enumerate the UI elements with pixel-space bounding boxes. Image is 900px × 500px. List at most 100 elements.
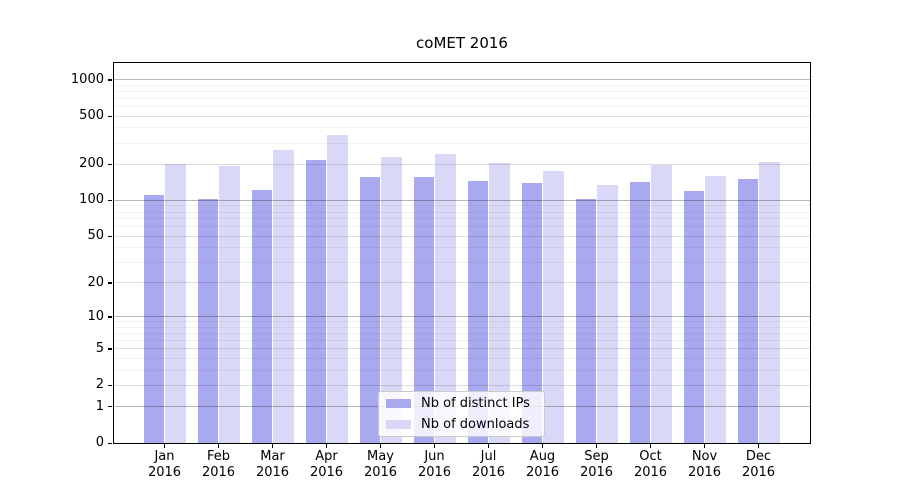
x-tick-feb-2016 bbox=[218, 444, 220, 448]
gridline-200 bbox=[114, 163, 810, 165]
gridline-600 bbox=[114, 106, 810, 108]
gridline-30 bbox=[114, 262, 810, 264]
gridline-300 bbox=[114, 142, 810, 144]
bar-nb-of-downloads-apr-2016 bbox=[327, 135, 348, 443]
gridline-9 bbox=[114, 321, 810, 323]
y-tick-5 bbox=[108, 348, 112, 350]
gridline-5 bbox=[114, 348, 810, 350]
x-label-line: Nov bbox=[691, 449, 718, 464]
x-label-line: Dec bbox=[745, 449, 772, 464]
legend-item-distinct-ips: Nb of distinct IPs bbox=[386, 396, 544, 412]
gridline-900 bbox=[114, 84, 810, 86]
gridline-40 bbox=[114, 247, 810, 249]
y-label-2: 2 bbox=[95, 377, 104, 393]
x-tick-jan-2016 bbox=[164, 444, 166, 448]
gridline-100 bbox=[114, 199, 810, 201]
x-label-line: Mar bbox=[260, 449, 285, 464]
bar-nb-of-distinct-ips-oct-2016 bbox=[629, 182, 650, 443]
y-tick-2 bbox=[108, 384, 112, 386]
y-tick-50 bbox=[108, 235, 112, 238]
y-tick-1 bbox=[108, 406, 112, 408]
x-label-line: 2016 bbox=[363, 465, 398, 480]
gridline-80 bbox=[114, 211, 810, 213]
bar-nb-of-downloads-mar-2016 bbox=[273, 149, 294, 443]
bar-nb-of-distinct-ips-jan-2016 bbox=[143, 195, 164, 443]
bar-nb-of-downloads-dec-2016 bbox=[759, 162, 780, 443]
x-label-mar-2016: Mar 2016 bbox=[245, 449, 301, 481]
bar-nb-of-downloads-jul-2016 bbox=[489, 162, 510, 443]
x-tick-mar-2016 bbox=[272, 444, 274, 448]
bar-nb-of-downloads-jan-2016 bbox=[165, 164, 186, 443]
bar-nb-of-downloads-oct-2016 bbox=[651, 164, 672, 443]
x-tick-apr-2016 bbox=[326, 444, 328, 448]
bar-nb-of-distinct-ips-apr-2016 bbox=[305, 160, 326, 443]
x-tick-oct-2016 bbox=[650, 444, 652, 448]
x-tick-jul-2016 bbox=[488, 444, 490, 448]
bar-nb-of-distinct-ips-jul-2016 bbox=[467, 181, 488, 443]
x-tick-dec-2016 bbox=[758, 444, 760, 448]
legend-item-downloads: Nb of downloads bbox=[386, 417, 544, 433]
y-label-100: 100 bbox=[79, 192, 104, 208]
x-label-sep-2016: Sep 2016 bbox=[569, 449, 625, 481]
bar-nb-of-downloads-feb-2016 bbox=[219, 165, 240, 443]
x-label-nov-2016: Nov 2016 bbox=[677, 449, 733, 481]
gridline-800 bbox=[114, 91, 810, 93]
bar-nb-of-downloads-aug-2016 bbox=[543, 170, 564, 443]
gridline-700 bbox=[114, 98, 810, 100]
chart-title: coMET 2016 bbox=[416, 34, 508, 52]
gridline-90 bbox=[114, 205, 810, 207]
gridline-500 bbox=[114, 115, 810, 117]
x-label-oct-2016: Oct 2016 bbox=[623, 449, 679, 481]
x-label-jan-2016: Jan 2016 bbox=[137, 449, 193, 481]
x-label-may-2016: May 2016 bbox=[353, 449, 409, 481]
x-label-line: 2016 bbox=[579, 465, 614, 480]
x-label-line: 2016 bbox=[525, 465, 560, 480]
y-label-20: 20 bbox=[87, 274, 104, 290]
gridline-3 bbox=[114, 369, 810, 371]
x-label-line: Aug bbox=[529, 449, 556, 464]
x-label-line: 2016 bbox=[687, 465, 722, 480]
gridline-10 bbox=[114, 316, 810, 318]
gridline-400 bbox=[114, 127, 810, 129]
x-label-line: May bbox=[367, 449, 394, 464]
x-label-aug-2016: Aug 2016 bbox=[515, 449, 571, 481]
gridline-70 bbox=[114, 218, 810, 220]
y-tick-100 bbox=[108, 199, 112, 202]
x-label-line: 2016 bbox=[417, 465, 452, 480]
y-tick-10 bbox=[108, 316, 112, 318]
bar-nb-of-downloads-sep-2016 bbox=[597, 185, 618, 443]
gridline-50 bbox=[114, 235, 810, 237]
x-label-line: 2016 bbox=[471, 465, 506, 480]
y-tick-20 bbox=[108, 282, 112, 284]
y-label-0: 0 bbox=[95, 435, 104, 450]
x-label-apr-2016: Apr 2016 bbox=[299, 449, 355, 481]
bar-nb-of-downloads-jun-2016 bbox=[435, 153, 456, 443]
y-label-1000: 1000 bbox=[70, 71, 104, 87]
y-tick-200 bbox=[108, 163, 112, 165]
gridline-2 bbox=[114, 384, 810, 386]
legend-label-downloads: Nb of downloads bbox=[421, 417, 530, 432]
y-tick-0 bbox=[108, 442, 112, 444]
x-tick-jun-2016 bbox=[434, 444, 436, 448]
bar-nb-of-distinct-ips-may-2016 bbox=[359, 177, 380, 443]
x-label-line: 2016 bbox=[309, 465, 344, 480]
x-label-feb-2016: Feb 2016 bbox=[191, 449, 247, 481]
y-tick-1000 bbox=[108, 79, 112, 81]
x-label-jun-2016: Jun 2016 bbox=[407, 449, 463, 481]
x-label-line: Oct bbox=[639, 449, 662, 464]
x-label-line: Jun bbox=[424, 449, 445, 464]
x-tick-may-2016 bbox=[380, 444, 382, 448]
x-label-line: Feb bbox=[206, 449, 231, 464]
gridline-4 bbox=[114, 357, 810, 359]
y-label-500: 500 bbox=[79, 108, 104, 124]
x-label-line: 2016 bbox=[147, 465, 182, 480]
legend-swatch-distinct-ips bbox=[386, 399, 411, 408]
bar-nb-of-distinct-ips-mar-2016 bbox=[251, 190, 272, 443]
x-tick-nov-2016 bbox=[704, 444, 706, 448]
gridline-8 bbox=[114, 327, 810, 329]
x-label-line: Sep bbox=[584, 449, 609, 464]
x-label-line: 2016 bbox=[255, 465, 290, 480]
gridline-6 bbox=[114, 340, 810, 342]
y-label-5: 5 bbox=[95, 340, 104, 356]
